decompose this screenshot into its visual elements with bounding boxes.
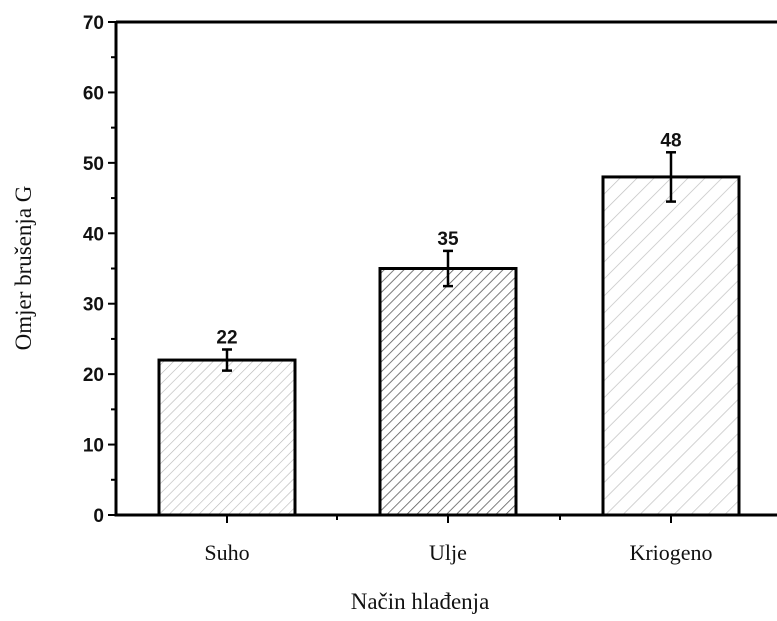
y-tick-label: 70 bbox=[83, 13, 104, 34]
y-tick-label: 30 bbox=[83, 295, 104, 316]
bar-kriogeno bbox=[601, 175, 741, 517]
axes-layer bbox=[108, 20, 777, 523]
x-tick-label-ulje: Ulje bbox=[429, 540, 467, 565]
error-bar-ulje bbox=[443, 249, 453, 288]
data-label-ulje: 35 bbox=[437, 229, 459, 250]
x-axis-title: Način hlađenja bbox=[351, 589, 490, 614]
error-bar-suho bbox=[222, 348, 232, 372]
data-label-kriogeno: 48 bbox=[660, 130, 681, 151]
y-tick-label: 60 bbox=[83, 83, 104, 104]
x-tick-label-kriogeno: Kriogeno bbox=[629, 540, 712, 565]
bars-layer bbox=[157, 151, 741, 517]
x-tick-label-suho: Suho bbox=[204, 540, 249, 565]
y-axis-title: Omjer brušenja G bbox=[11, 186, 36, 351]
y-tick-label: 40 bbox=[83, 224, 104, 245]
y-tick-label: 20 bbox=[83, 365, 104, 386]
labels-layer: 22 Suho 35 Ulje 48 Kriogeno 0 10 20 30 40 50 60 70 bbox=[83, 13, 713, 565]
bar-ulje bbox=[378, 267, 518, 517]
y-tick-label: 0 bbox=[93, 506, 104, 527]
error-bar-kriogeno bbox=[666, 151, 676, 203]
y-tick-label: 10 bbox=[83, 436, 104, 457]
y-tick-label: 50 bbox=[83, 154, 104, 175]
bar-suho bbox=[157, 358, 297, 517]
data-label-suho: 22 bbox=[216, 327, 237, 348]
